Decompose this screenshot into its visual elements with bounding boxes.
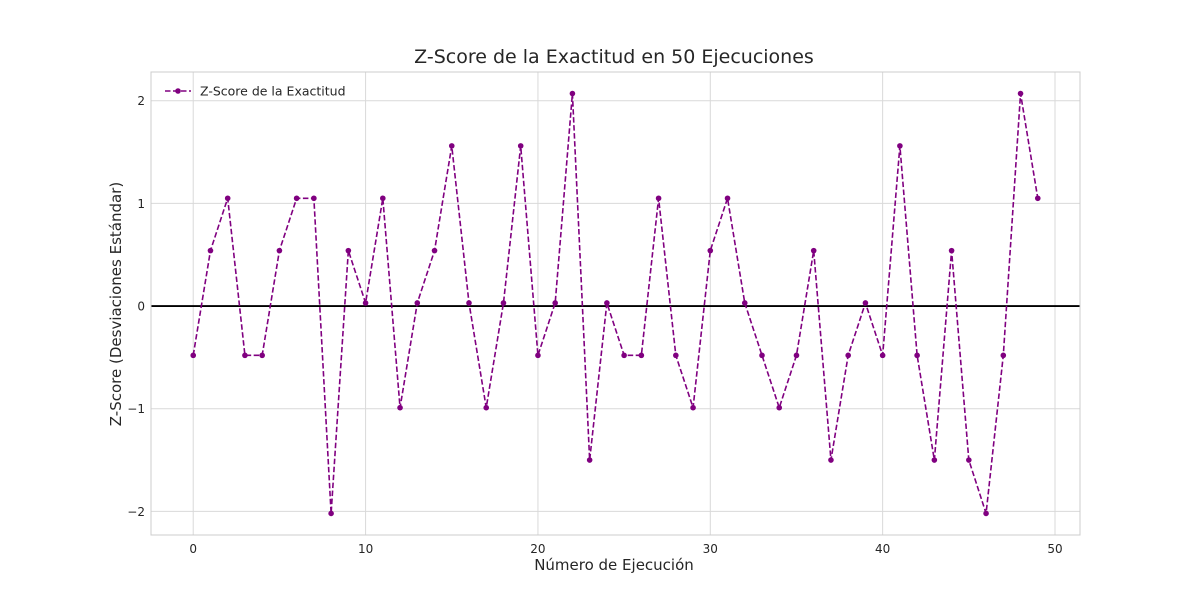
data-point [983, 510, 989, 517]
data-point [483, 404, 490, 411]
x-tick-label: 30 [703, 542, 718, 556]
data-point [380, 195, 386, 202]
data-point [276, 247, 283, 254]
x-tick-label: 50 [1047, 542, 1062, 556]
data-point [345, 247, 352, 254]
x-tick-label: 20 [530, 542, 545, 556]
data-point [517, 143, 524, 149]
data-point [759, 352, 765, 359]
data-point [828, 457, 834, 463]
data-point [914, 352, 920, 359]
data-point [638, 352, 645, 359]
data-point [724, 195, 731, 202]
data-point [655, 195, 662, 202]
series-layer [190, 90, 1041, 517]
data-point [793, 352, 800, 359]
data-point [448, 143, 455, 149]
data-point [500, 300, 507, 306]
x-tick-label: 10 [358, 542, 373, 556]
data-point [466, 300, 472, 306]
data-point [966, 457, 972, 463]
y-tick-label: −2 [127, 505, 145, 519]
legend: Z-Score de la Exactitud [165, 84, 346, 99]
data-point [776, 404, 783, 411]
data-point [293, 195, 300, 202]
data-point [862, 300, 869, 306]
data-point [948, 247, 955, 254]
plot-area-frame [150, 71, 1081, 536]
data-point [414, 300, 421, 306]
data-point [1034, 195, 1041, 202]
data-point [621, 352, 627, 359]
data-point [397, 404, 403, 411]
data-point [845, 352, 851, 359]
x-axis-title: Número de Ejecución [534, 556, 694, 574]
data-point [431, 247, 438, 254]
y-tick-label: −1 [127, 402, 145, 416]
data-point [1000, 352, 1007, 359]
data-point [190, 352, 197, 359]
y-tick-label: 0 [137, 300, 145, 314]
data-point [586, 457, 593, 463]
data-point [569, 90, 576, 97]
data-point [707, 247, 714, 254]
x-tick-label: 40 [875, 542, 890, 556]
chart-title: Z-Score de la Exactitud en 50 Ejecucione… [414, 46, 814, 68]
legend-marker [175, 88, 181, 94]
data-point [311, 195, 317, 202]
data-point [207, 247, 214, 254]
data-point [690, 404, 696, 411]
data-point [242, 352, 248, 359]
data-point [897, 143, 903, 149]
data-point [673, 352, 679, 359]
data-point [879, 352, 886, 359]
data-point [604, 300, 610, 306]
y-tick-label: 1 [137, 197, 145, 211]
data-point [535, 352, 541, 359]
data-point [362, 300, 369, 306]
series-line [192, 93, 1039, 514]
x-tick-label: 0 [189, 542, 197, 556]
y-axis-title: Z-Score (Desviaciones Estándar) [107, 182, 125, 426]
tick-labels: 0 10 20 30 40 50 −2 −1 0 1 2 [127, 94, 1062, 556]
data-point [931, 457, 938, 463]
data-point [552, 300, 558, 306]
legend-label: Z-Score de la Exactitud [200, 84, 346, 99]
data-point [1017, 90, 1024, 97]
data-point [259, 352, 265, 359]
data-point [328, 510, 334, 517]
data-point [810, 247, 817, 254]
data-point [741, 300, 748, 306]
data-point [224, 195, 231, 202]
y-tick-label: 2 [137, 94, 145, 108]
